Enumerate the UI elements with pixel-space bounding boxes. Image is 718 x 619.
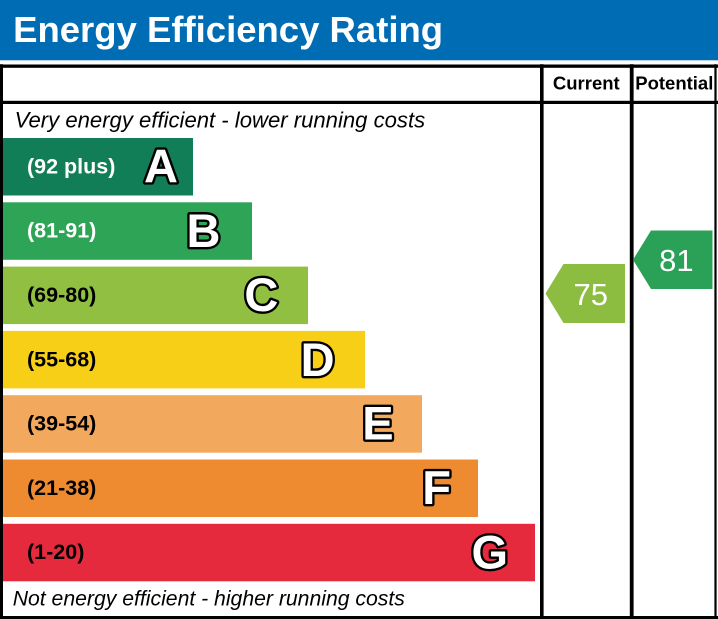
- svg-text:Potential: Potential: [635, 73, 713, 94]
- svg-text:G: G: [472, 525, 509, 578]
- svg-text:D: D: [301, 333, 335, 386]
- svg-text:F: F: [422, 461, 451, 514]
- svg-text:B: B: [187, 204, 221, 257]
- svg-text:Current: Current: [553, 73, 620, 94]
- svg-text:(69-80): (69-80): [27, 283, 96, 307]
- svg-text:Not energy efficient - higher: Not energy efficient - higher running co…: [13, 588, 406, 611]
- svg-text:81: 81: [659, 243, 693, 278]
- svg-text:(92 plus): (92 plus): [27, 154, 115, 178]
- svg-text:Energy Efficiency Rating: Energy Efficiency Rating: [13, 9, 443, 50]
- svg-text:75: 75: [574, 277, 608, 312]
- svg-text:(55-68): (55-68): [27, 347, 96, 371]
- svg-text:(81-91): (81-91): [27, 219, 96, 243]
- svg-text:(1-20): (1-20): [27, 540, 84, 564]
- svg-text:(21-38): (21-38): [27, 476, 96, 500]
- svg-text:E: E: [362, 397, 393, 450]
- svg-text:A: A: [144, 140, 178, 193]
- svg-text:(39-54): (39-54): [27, 412, 96, 436]
- svg-text:C: C: [244, 268, 278, 321]
- svg-text:Very energy efficient - lower: Very energy efficient - lower running co…: [15, 107, 426, 132]
